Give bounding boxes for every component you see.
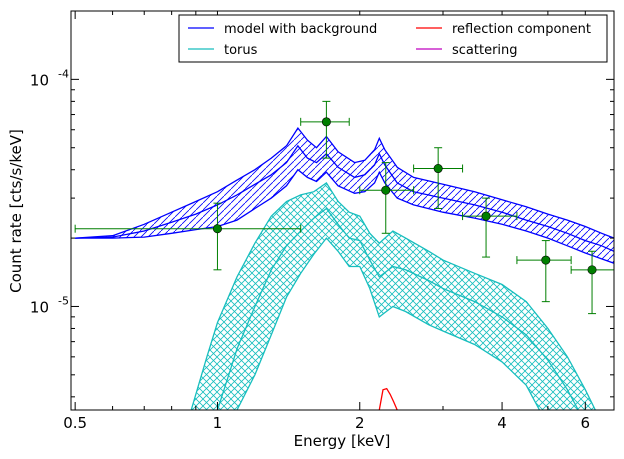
- legend-entry: torus: [188, 43, 258, 58]
- series-line: [378, 387, 398, 410]
- band-middle-line: [216, 207, 579, 410]
- data-point: [516, 240, 572, 303]
- x-tick-label: 4: [497, 414, 507, 432]
- data-marker: [212, 224, 222, 234]
- x-tick-label: 1: [213, 414, 223, 432]
- legend-label: reflection component: [452, 22, 591, 37]
- x-tick-label: 0.5: [63, 414, 87, 432]
- plot-area: [74, 100, 614, 410]
- data-marker: [541, 255, 551, 265]
- y-tick-label: 10: [30, 298, 49, 316]
- data-marker: [321, 117, 331, 127]
- data-points: [74, 100, 614, 315]
- series-reflection-component: [378, 387, 398, 410]
- x-axis-label: Energy [keV]: [294, 432, 391, 450]
- legend-label: torus: [224, 43, 258, 58]
- data-point: [462, 197, 518, 258]
- legend-entry: reflection component: [416, 22, 591, 37]
- x-tick-label: 6: [581, 414, 591, 432]
- band-upper-line: [190, 181, 596, 410]
- series-torus: [190, 181, 596, 410]
- legend-label: scattering: [452, 43, 518, 58]
- tick-labels: 0.5 1 2 4 6 10 -5 10 -4: [30, 67, 590, 432]
- data-point: [300, 100, 350, 159]
- axis-ticks: [71, 10, 614, 410]
- data-point: [413, 147, 464, 209]
- band-lower-line: [236, 237, 541, 410]
- data-marker: [433, 164, 443, 174]
- y-tick-label: 10: [30, 71, 49, 89]
- plot-frame: [70, 10, 615, 411]
- legend-entry: model with background: [188, 22, 377, 37]
- legend-frame: [178, 14, 608, 63]
- legend: model with background reflection componen…: [178, 14, 608, 63]
- y-axis-label: Count rate [cts/s/keV]: [7, 129, 25, 293]
- band-upper-line: [75, 126, 614, 239]
- data-point: [570, 250, 614, 315]
- data-marker: [587, 265, 597, 275]
- x-tick-label: 2: [355, 414, 365, 432]
- legend-entry: scattering: [416, 43, 518, 58]
- data-point: [359, 162, 415, 234]
- data-marker: [481, 211, 491, 221]
- y-tick-exponent: -5: [58, 294, 69, 307]
- legend-label: model with background: [224, 22, 377, 37]
- data-marker: [381, 185, 391, 195]
- y-tick-exponent: -4: [58, 67, 69, 80]
- data-point: [74, 202, 302, 271]
